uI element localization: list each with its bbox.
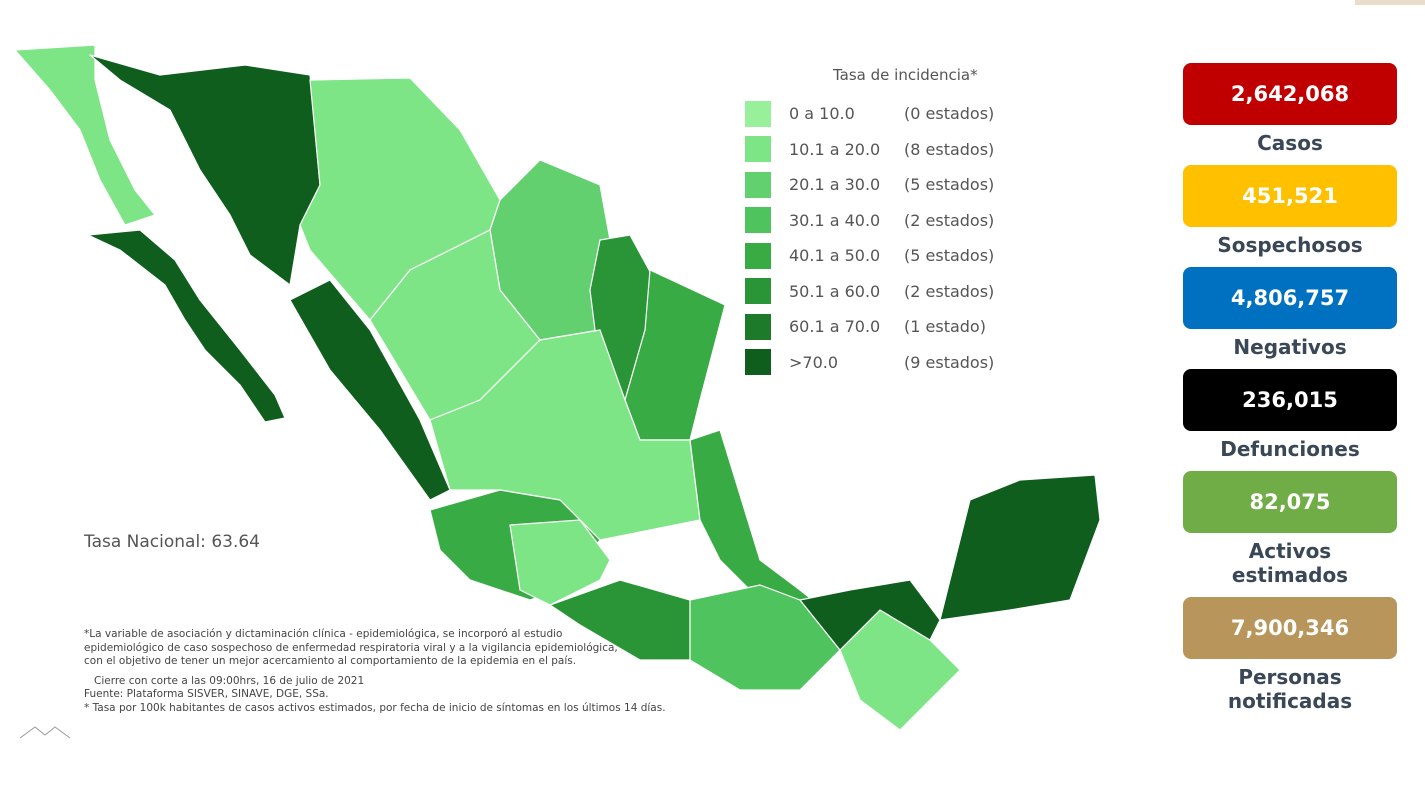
- stat-label: Sospechosos: [1217, 233, 1363, 257]
- legend-count: (9 estados): [904, 352, 995, 372]
- stat-card: 451,521: [1183, 165, 1397, 227]
- legend-count: (2 estados): [904, 281, 995, 301]
- legend-count: (0 estados): [904, 104, 995, 124]
- legend-swatch: [745, 242, 771, 269]
- legend-row: 50.1 a 60.0 (2 estados): [745, 274, 1025, 310]
- note-line: epidemiológico de caso sospechoso de enf…: [84, 641, 618, 654]
- legend-range: 30.1 a 40.0: [789, 210, 881, 230]
- note-line: *La variable de asociación y dictaminaci…: [84, 628, 563, 640]
- state: [939, 474, 1101, 621]
- legend-row: 30.1 a 40.0 (2 estados): [745, 203, 1025, 239]
- legend-title: Tasa de incidencia*: [833, 66, 978, 84]
- legend-swatch: [745, 171, 771, 198]
- stat-label: Defunciones: [1220, 437, 1360, 461]
- legend-swatch: [745, 313, 771, 340]
- logo: [19, 726, 71, 739]
- corner-decoration: [1355, 0, 1425, 5]
- legend-range: 40.1 a 50.0: [789, 246, 881, 266]
- legend-range: >70.0: [789, 352, 839, 372]
- note-line: * Tasa por 100k habitantes de casos acti…: [84, 701, 666, 714]
- stats: 2,642,068 Casos 451,521 Sospechosos 4,806,75…: [1180, 63, 1400, 723]
- stat-card: 4,806,757: [1183, 267, 1397, 329]
- state: [89, 54, 321, 286]
- legend-swatch: [745, 136, 771, 163]
- state: [689, 584, 841, 691]
- stat-card: 7,900,346: [1183, 597, 1397, 659]
- legend: Tasa de incidencia* 0 a 10.0 (0 estados) 1…: [745, 66, 1025, 380]
- stat-label: Negativos: [1233, 335, 1347, 359]
- legend-row: 40.1 a 50.0 (5 estados): [745, 238, 1025, 274]
- legend-count: (5 estados): [904, 175, 995, 195]
- stat-card: 82,075: [1183, 471, 1397, 533]
- state: [799, 579, 941, 651]
- state: [509, 519, 611, 606]
- stat-label: Activos estimados: [1231, 539, 1349, 587]
- legend-rows: 0 a 10.0 (0 estados) 10.1 a 20.0 (8 estados…: [745, 96, 1025, 380]
- legend-row: 10.1 a 20.0 (8 estados): [745, 132, 1025, 168]
- note-line: con el objetivo de tener un mejor acerca…: [84, 655, 577, 667]
- legend-swatch: [745, 278, 771, 305]
- stat-card: 236,015: [1183, 369, 1397, 431]
- map: [14, 44, 1101, 739]
- legend-row: 20.1 a 30.0 (5 estados): [745, 167, 1025, 203]
- note-line: Cierre con corte a las 09:00hrs, 16 de j…: [94, 674, 365, 687]
- note-line: Fuente: Plataforma SISVER, SINAVE, DGE, …: [84, 688, 329, 700]
- legend-swatch: [745, 207, 771, 234]
- legend-row: 60.1 a 70.0 (1 estado): [745, 309, 1025, 345]
- legend-range: 50.1 a 60.0: [789, 281, 881, 301]
- legend-row: 0 a 10.0 (0 estados): [745, 96, 1025, 132]
- notes: *La variable de asociación y dictaminaci…: [84, 628, 684, 715]
- legend-range: 10.1 a 20.0: [789, 139, 881, 159]
- legend-swatch: [745, 349, 771, 376]
- national-rate: Tasa Nacional: 63.64: [84, 532, 260, 552]
- stat-label: Casos: [1257, 131, 1323, 155]
- legend-swatch: [745, 100, 771, 127]
- stat-card: 2,642,068: [1183, 63, 1397, 125]
- legend-range: 20.1 a 30.0: [789, 175, 881, 195]
- legend-row: >70.0 (9 estados): [745, 345, 1025, 381]
- legend-count: (1 estado): [904, 317, 986, 337]
- state: [14, 44, 156, 226]
- legend-range: 0 a 10.0: [789, 104, 855, 124]
- legend-range: 60.1 a 70.0: [789, 317, 881, 337]
- legend-count: (8 estados): [904, 139, 995, 159]
- legend-count: (2 estados): [904, 210, 995, 230]
- legend-count: (5 estados): [904, 246, 995, 266]
- stat-label: Personas notificadas: [1227, 665, 1353, 713]
- state: [87, 229, 286, 423]
